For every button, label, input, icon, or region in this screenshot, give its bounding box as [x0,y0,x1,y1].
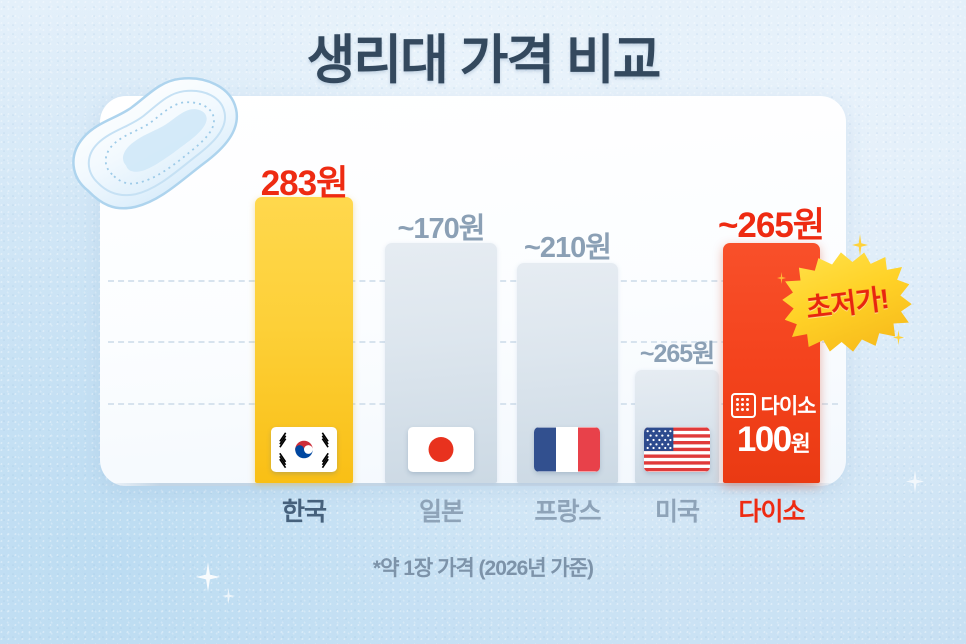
page-title: 생리대 가격 비교 [306,31,662,90]
kr-flag-icon [271,427,337,472]
daiso-price-number: 100 [736,420,792,459]
fr-flag-icon [534,427,600,472]
chart-baseline [100,483,846,486]
daiso-logo: 다이소 [727,390,819,420]
value-label-korea: 283원 [260,164,349,203]
daiso-brand-block: 다이소 100원 [727,390,819,457]
category-label-france: 프랑스 [534,498,601,526]
value-label-france: ~210원 [523,232,612,264]
category-label-daiso: 다이소 [738,498,805,526]
daiso-dot-grid-icon [730,392,756,418]
value-label-usa: ~265원 [639,340,715,368]
value-label-daiso: ~265원 [717,206,825,245]
category-label-korea: 한국 [281,498,327,526]
sparkle-accent-icon [893,330,904,345]
value-label-japan: ~170원 [397,213,485,245]
badge-label: 초저가! [804,283,891,324]
us-flag-icon [644,427,710,472]
daiso-price: 100원 [727,422,819,457]
chart-footnote: *약 1장 가격 (2026년 가준) [372,557,594,580]
daiso-price-unit: 원 [790,431,811,456]
category-label-japan: 일본 [418,498,464,526]
jp-flag-icon [408,427,474,472]
category-label-usa: 미국 [654,498,700,526]
daiso-brand-name: 다이소 [760,395,817,418]
